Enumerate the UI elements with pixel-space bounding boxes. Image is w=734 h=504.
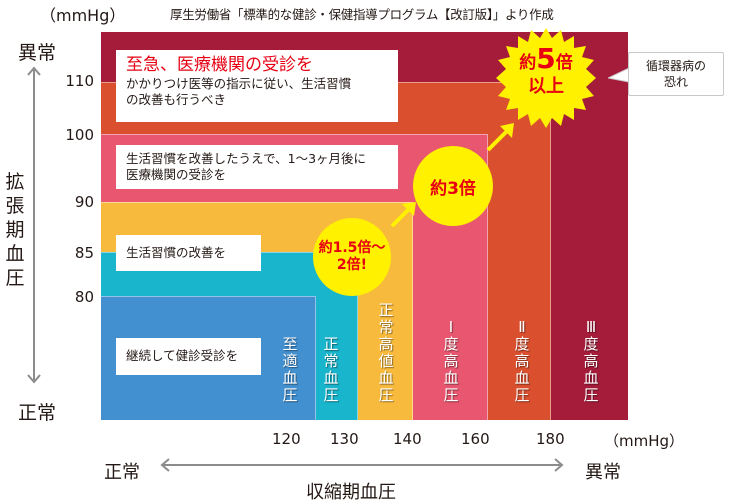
note-grade1-line1: 生活習慣を改善したうえで、1〜3ヶ月後に <box>126 151 367 166</box>
callout-cardiovascular-risk: 循環器病の 恐れ <box>628 52 724 96</box>
note-grade3-title: 至急、医療機関の受診を <box>126 55 313 75</box>
y-axis-bottom-label: 正常 <box>18 402 57 424</box>
risk-badge-5x-text: 約5倍 以上 <box>519 42 573 98</box>
y-tick-110: 110 <box>65 72 94 90</box>
x-tick-140: 140 <box>393 430 422 448</box>
x-tick-130: 130 <box>330 430 359 448</box>
note-grade1: 生活習慣を改善したうえで、1〜3ヶ月後に 医療機関の受診を <box>116 145 398 189</box>
x-axis-right-label: 異常 <box>585 462 621 483</box>
note-grade3-line1: かかりつけ医等の指示に従い、生活習慣 <box>126 76 352 91</box>
note-normal-high: 生活習慣の改善を <box>116 235 261 271</box>
y-axis-top-label: 異常 <box>18 42 57 64</box>
risk-arrow-icon-2 <box>486 123 514 152</box>
y-axis-double-arrow-icon <box>27 66 41 384</box>
note-grade3-line2: の改善も行うべき <box>126 92 227 107</box>
note-grade1-line2: 医療機関の受診を <box>126 167 227 182</box>
risk-badge-5x-starburst-icon <box>496 28 596 128</box>
callout-pointer-icon <box>608 67 630 83</box>
risk-arrow-icon-1 <box>390 202 416 228</box>
note-grade3: 至急、医療機関の受診を かかりつけ医等の指示に従い、生活習慣 の改善も行うべき <box>116 50 398 122</box>
x-axis-double-arrow-icon <box>160 458 564 472</box>
risk-badge-1-5x: 約1.5倍〜 2倍! <box>313 218 391 296</box>
risk-badge-3x: 約3倍 <box>413 146 493 226</box>
note-optimal: 継続して健診受診を <box>116 338 261 375</box>
label-normal-high: 正常高値血圧 <box>378 301 394 404</box>
y-tick-85: 85 <box>74 244 94 262</box>
x-tick-160: 160 <box>461 430 490 448</box>
x-tick-180: 180 <box>536 430 565 448</box>
y-tick-80: 80 <box>74 288 94 306</box>
x-tick-120: 120 <box>272 430 301 448</box>
label-optimal: 至適血圧 <box>282 335 298 404</box>
x-axis-left-label: 正常 <box>104 462 140 483</box>
source-caption: 厚生労働省「標準的な健診・保健指導プログラム【改訂版】」より作成 <box>170 7 554 22</box>
x-axis-unit: （mmHg） <box>604 432 685 450</box>
y-tick-90: 90 <box>74 193 94 211</box>
x-axis-title: 収縮期血圧 <box>306 482 396 503</box>
y-tick-100: 100 <box>65 126 94 144</box>
y-axis-title: 拡張期血圧 <box>5 171 25 289</box>
label-normal: 正常血圧 <box>323 335 339 404</box>
y-axis-unit: （mmHg） <box>40 6 126 25</box>
